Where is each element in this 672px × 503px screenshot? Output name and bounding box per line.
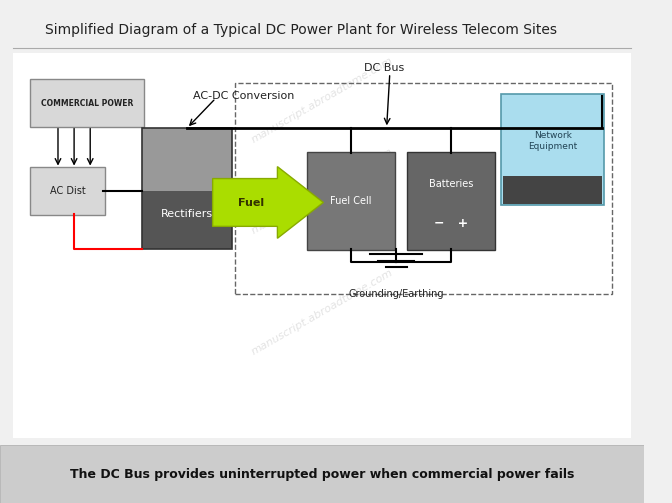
- FancyBboxPatch shape: [0, 445, 644, 503]
- FancyBboxPatch shape: [142, 128, 232, 191]
- Text: AC Dist: AC Dist: [50, 186, 85, 196]
- Text: −   +: − +: [434, 217, 468, 230]
- Text: COMMERCIAL POWER: COMMERCIAL POWER: [41, 99, 133, 108]
- Text: AC-DC Conversion: AC-DC Conversion: [194, 91, 295, 101]
- Text: Rectifiers: Rectifiers: [161, 209, 213, 219]
- FancyBboxPatch shape: [30, 167, 105, 215]
- Text: manuscript.abroadtome.com: manuscript.abroadtome.com: [249, 56, 394, 145]
- FancyBboxPatch shape: [307, 152, 395, 250]
- Text: DC Bus: DC Bus: [364, 63, 405, 73]
- Text: Fuel: Fuel: [239, 198, 264, 208]
- FancyBboxPatch shape: [142, 191, 232, 249]
- FancyBboxPatch shape: [407, 152, 495, 250]
- FancyBboxPatch shape: [30, 79, 144, 127]
- FancyBboxPatch shape: [501, 94, 604, 205]
- Text: manuscript.abroadtome.com: manuscript.abroadtome.com: [249, 146, 394, 236]
- FancyBboxPatch shape: [503, 176, 603, 204]
- Text: Simplified Diagram of a Typical DC Power Plant for Wireless Telecom Sites: Simplified Diagram of a Typical DC Power…: [45, 23, 557, 37]
- Text: Network
Equipment: Network Equipment: [528, 131, 577, 150]
- Text: The DC Bus provides uninterrupted power when commercial power fails: The DC Bus provides uninterrupted power …: [70, 468, 575, 481]
- Text: Fuel Cell: Fuel Cell: [331, 196, 372, 206]
- FancyBboxPatch shape: [13, 53, 632, 438]
- Text: manuscript.abroadtome.com: manuscript.abroadtome.com: [249, 267, 394, 357]
- FancyBboxPatch shape: [212, 166, 323, 238]
- Text: Grounding/Earthing: Grounding/Earthing: [349, 289, 444, 299]
- Text: Batteries: Batteries: [429, 179, 473, 189]
